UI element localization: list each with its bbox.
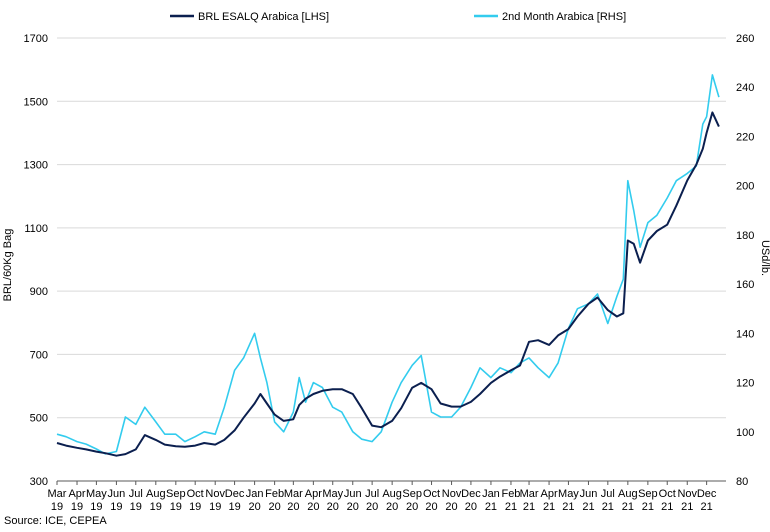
x-tick-label-year: 20 xyxy=(307,501,319,513)
y-right-tick-label: 220 xyxy=(736,131,754,143)
x-tick-label-month: Sep xyxy=(166,488,186,500)
x-tick-label-year: 19 xyxy=(51,501,63,513)
x-tick-label-month: Mar xyxy=(520,488,539,500)
x-tick-label-year: 21 xyxy=(523,501,535,513)
x-tick-label-month: Dec xyxy=(697,488,717,500)
x-tick-label-year: 21 xyxy=(562,501,574,513)
x-tick-label-year: 20 xyxy=(366,501,378,513)
x-tick-label-year: 20 xyxy=(248,501,260,513)
x-tick-label-month: Aug xyxy=(618,488,638,500)
x-tick-label-year: 19 xyxy=(90,501,102,513)
series-line-brl-esalq xyxy=(56,111,720,457)
x-tick-label-year: 21 xyxy=(642,501,654,513)
x-tick-label-year: 21 xyxy=(485,501,497,513)
x-tick-label-month: Oct xyxy=(659,488,676,500)
x-tick-label-month: Dec xyxy=(461,488,481,500)
x-tick-label-month: Sep xyxy=(402,488,422,500)
y-right-tick-label: 180 xyxy=(736,230,754,242)
x-tick-label-month: Jan xyxy=(246,488,264,500)
x-tick-label-month: Nov xyxy=(442,488,462,500)
x-tick-label-month: Jun xyxy=(344,488,362,500)
x-tick-label-year: 20 xyxy=(445,501,457,513)
axes: 300 500 700 900 1100 1300 1500 1700 80 100 120 140 1… xyxy=(24,33,755,513)
y-axis-left-title: BRL/60Kg Bag xyxy=(2,229,14,302)
x-tick-label-year: 20 xyxy=(268,501,280,513)
x-tick-label-month: Jul xyxy=(129,488,143,500)
x-tick-label-month: Sep xyxy=(638,488,658,500)
x-tick-label-year: 19 xyxy=(130,501,142,513)
y-right-tick-label: 120 xyxy=(736,378,754,390)
y-left-tick-label: 1500 xyxy=(24,96,48,108)
y-right-tick-label: 260 xyxy=(736,33,754,45)
x-tick-label-year: 21 xyxy=(701,501,713,513)
x-tick-label-month: Jun xyxy=(108,488,126,500)
x-tick-label-year: 21 xyxy=(582,501,594,513)
x-tick-label-month: May xyxy=(558,488,579,500)
x-tick-label-year: 20 xyxy=(327,501,339,513)
x-tick-label-month: May xyxy=(86,488,107,500)
y-right-tick-label: 200 xyxy=(736,181,754,193)
x-tick-label-month: Nov xyxy=(205,488,225,500)
x-tick-label-month: Mar xyxy=(48,488,67,500)
x-tick-label-year: 21 xyxy=(681,501,693,513)
x-tick-label-month: Apr xyxy=(68,488,85,500)
y-left-tick-label: 300 xyxy=(30,476,48,488)
y-right-tick-label: 100 xyxy=(736,427,754,439)
x-tick-label-month: Oct xyxy=(187,488,204,500)
x-tick-label-year: 19 xyxy=(71,501,83,513)
x-tick-label-month: Aug xyxy=(146,488,166,500)
x-tick-label-year: 19 xyxy=(150,501,162,513)
y-right-tick-label: 80 xyxy=(736,476,748,488)
y-left-tick-label: 1100 xyxy=(24,223,48,235)
x-tick-label-year: 21 xyxy=(622,501,634,513)
x-tick-label-year: 20 xyxy=(347,501,359,513)
x-tick-label-year: 19 xyxy=(189,501,201,513)
x-tick-label-month: Nov xyxy=(677,488,697,500)
y-right-tick-label: 240 xyxy=(736,82,754,94)
legend-label: 2nd Month Arabica [RHS] xyxy=(502,11,626,23)
y-right-tick-label: 140 xyxy=(736,328,754,340)
x-tick-label-year: 21 xyxy=(505,501,517,513)
x-tick-label-year: 20 xyxy=(386,501,398,513)
x-tick-label-month: Feb xyxy=(265,488,284,500)
source-note: Source: ICE, CEPEA xyxy=(4,515,107,527)
x-tick-label-year: 20 xyxy=(287,501,299,513)
x-tick-label-year: 20 xyxy=(425,501,437,513)
x-tick-label-year: 20 xyxy=(406,501,418,513)
x-tick-label-year: 20 xyxy=(465,501,477,513)
series-layer xyxy=(56,74,720,457)
x-tick-label-month: Oct xyxy=(423,488,440,500)
y-left-tick-label: 900 xyxy=(30,286,48,298)
x-tick-label-year: 19 xyxy=(110,501,122,513)
x-tick-label-year: 19 xyxy=(209,501,221,513)
x-tick-label-month: Jul xyxy=(365,488,379,500)
x-tick-label-month: Apr xyxy=(541,488,558,500)
x-tick-label-year: 19 xyxy=(170,501,182,513)
series-line-2nd-month xyxy=(56,74,720,455)
x-tick-label-month: Jan xyxy=(482,488,500,500)
x-tick-label-year: 21 xyxy=(602,501,614,513)
y-left-tick-label: 1700 xyxy=(24,33,48,45)
x-tick-label-month: Dec xyxy=(225,488,245,500)
y-right-tick-label: 160 xyxy=(736,279,754,291)
x-tick-label-month: May xyxy=(322,488,343,500)
x-tick-label-month: Aug xyxy=(382,488,402,500)
x-tick-label-year: 19 xyxy=(228,501,240,513)
y-axis-right-title: USd/lb. xyxy=(759,240,770,276)
x-tick-label-month: Jun xyxy=(580,488,598,500)
x-tick-label-year: 21 xyxy=(661,501,673,513)
legend-label: BRL ESALQ Arabica [LHS] xyxy=(198,11,329,23)
y-left-tick-label: 500 xyxy=(30,413,48,425)
x-tick-label-year: 21 xyxy=(543,501,555,513)
x-tick-label-month: Feb xyxy=(501,488,520,500)
y-left-tick-label: 700 xyxy=(30,349,48,361)
x-tick-label-month: Jul xyxy=(601,488,615,500)
y-left-tick-label: 1300 xyxy=(24,160,48,172)
x-tick-label-month: Apr xyxy=(305,488,322,500)
x-tick-label-month: Mar xyxy=(284,488,303,500)
legend: BRL ESALQ Arabica [LHS] 2nd Month Arabica… xyxy=(170,11,626,23)
